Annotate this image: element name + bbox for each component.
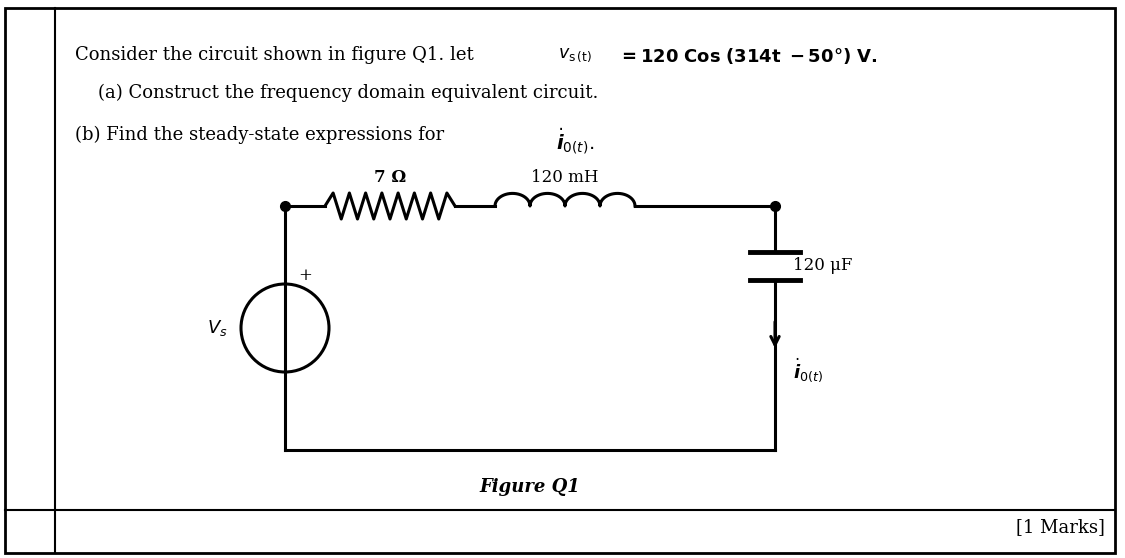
Text: (a) Construct the frequency domain equivalent circuit.: (a) Construct the frequency domain equiv… xyxy=(75,84,598,102)
Text: $\dot{\boldsymbol{i}}_{0(t)}.$: $\dot{\boldsymbol{i}}_{0(t)}.$ xyxy=(556,126,594,156)
Text: $\dot{\boldsymbol{i}}_{0(t)}$: $\dot{\boldsymbol{i}}_{0(t)}$ xyxy=(793,356,824,384)
Text: [1 Marks]: [1 Marks] xyxy=(1016,518,1105,536)
Text: Figure Q1: Figure Q1 xyxy=(479,478,580,496)
Text: $v_{\mathsf{s\,(t)}}$: $v_{\mathsf{s\,(t)}}$ xyxy=(558,46,592,64)
Text: $\mathbf{=120\ Cos\ (314t\ -50°)\ V.}$: $\mathbf{=120\ Cos\ (314t\ -50°)\ V.}$ xyxy=(618,46,878,66)
Text: Consider the circuit shown in figure Q1. let: Consider the circuit shown in figure Q1.… xyxy=(75,46,479,64)
Text: +: + xyxy=(298,267,312,285)
Text: (b) Find the steady-state expressions for: (b) Find the steady-state expressions fo… xyxy=(75,126,450,145)
Text: 120 mH: 120 mH xyxy=(531,169,598,186)
Text: $\it{V_s}$: $\it{V_s}$ xyxy=(207,318,227,338)
Text: 120 μF: 120 μF xyxy=(793,257,853,275)
Text: 7 Ω: 7 Ω xyxy=(374,169,406,186)
